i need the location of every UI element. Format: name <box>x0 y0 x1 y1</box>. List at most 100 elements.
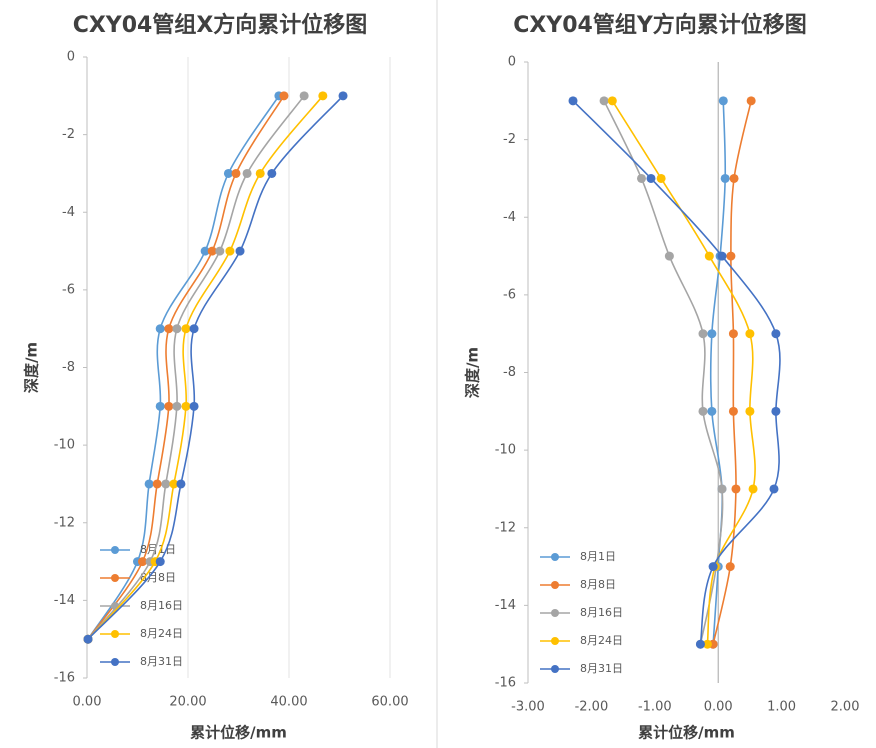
data-point <box>299 91 309 101</box>
x-tick-label: 1.00 <box>767 700 796 715</box>
data-point <box>702 639 712 649</box>
y-tick-label: -6 <box>62 282 75 297</box>
y-tick-label: -16 <box>495 676 516 691</box>
y-tick-label: -10 <box>495 443 516 458</box>
y-axis-label: 深度/m <box>23 342 41 393</box>
y-tick-label: -8 <box>503 365 516 380</box>
y-tick-label: -10 <box>54 438 75 453</box>
data-point <box>169 479 179 489</box>
y-tick-label: -12 <box>495 520 516 535</box>
legend-marker <box>111 546 119 554</box>
data-point <box>152 479 162 489</box>
data-point <box>698 406 708 416</box>
legend-marker <box>551 637 559 645</box>
legend-marker <box>111 574 119 582</box>
x-tick-label: 40.00 <box>270 695 307 710</box>
legend-marker <box>111 658 119 666</box>
data-point <box>181 401 191 411</box>
data-point <box>726 251 736 261</box>
x-axis-label: 累计位移/mm <box>190 724 287 742</box>
data-point <box>771 406 781 416</box>
y-tick-label: -4 <box>503 210 516 225</box>
legend-label: 8月16日 <box>580 606 623 619</box>
data-point <box>338 91 348 101</box>
data-point <box>717 251 727 261</box>
y-tick-label: 0 <box>67 50 75 65</box>
legend-label: 8月31日 <box>140 655 183 668</box>
data-point <box>717 484 727 494</box>
data-point <box>155 557 165 567</box>
data-point <box>172 324 182 334</box>
data-point <box>769 484 779 494</box>
data-point <box>771 329 781 339</box>
legend-marker <box>111 630 119 638</box>
data-point <box>231 168 241 178</box>
data-point <box>646 173 656 183</box>
series-line <box>709 100 727 645</box>
y-tick-label: -4 <box>62 205 75 220</box>
x-tick-label: 0.00 <box>704 700 733 715</box>
data-point <box>225 246 235 256</box>
x-axis-label: 累计位移/mm <box>638 724 735 742</box>
data-point <box>181 324 191 334</box>
y-tick-label: -14 <box>495 598 516 613</box>
data-point <box>748 484 758 494</box>
y-tick-label: -8 <box>62 360 75 375</box>
x-tick-label: 0.00 <box>73 695 102 710</box>
data-point <box>138 557 148 567</box>
data-point <box>599 96 609 106</box>
y-tick-label: -12 <box>54 515 75 530</box>
chart-title: CXY04管组Y方向累计位移图 <box>513 12 807 38</box>
data-point <box>235 246 245 256</box>
data-point <box>664 251 674 261</box>
x-tick-label: 2.00 <box>831 700 860 715</box>
data-point <box>745 329 755 339</box>
data-point <box>318 91 328 101</box>
data-point <box>155 324 165 334</box>
data-point <box>242 168 252 178</box>
legend-label: 8月8日 <box>140 571 176 584</box>
data-point <box>728 329 738 339</box>
data-point <box>725 562 735 572</box>
legend-label: 8月31日 <box>580 662 623 675</box>
series-line <box>712 100 752 645</box>
legend-marker <box>551 609 559 617</box>
data-point <box>728 406 738 416</box>
data-point <box>255 168 265 178</box>
x-tick-label: 20.00 <box>169 695 206 710</box>
data-point <box>155 401 165 411</box>
data-point <box>215 246 225 256</box>
legend-label: 8月24日 <box>580 634 623 647</box>
x-tick-label: -2.00 <box>575 700 609 715</box>
y-tick-label: 0 <box>508 55 516 70</box>
legend-label: 8月8日 <box>580 578 616 591</box>
data-point <box>731 484 741 494</box>
data-point <box>189 324 199 334</box>
data-point <box>708 562 718 572</box>
data-point <box>698 329 708 339</box>
data-point <box>745 406 755 416</box>
data-point <box>707 406 717 416</box>
data-point <box>83 634 93 644</box>
y-tick-label: -14 <box>54 593 75 608</box>
x-tick-label: 60.00 <box>371 695 408 710</box>
data-point <box>656 173 666 183</box>
data-point <box>144 479 154 489</box>
data-point <box>279 91 289 101</box>
y-tick-label: -2 <box>62 127 75 142</box>
legend-marker <box>551 553 559 561</box>
y-axis-label: 深度/m <box>464 347 482 398</box>
data-point <box>720 173 730 183</box>
legend-label: 8月16日 <box>140 599 183 612</box>
data-point <box>164 401 174 411</box>
data-point <box>164 324 174 334</box>
y-tick-label: -2 <box>503 132 516 147</box>
data-point <box>267 168 277 178</box>
y-tick-label: -16 <box>54 671 75 686</box>
data-point <box>176 479 186 489</box>
data-point <box>704 251 714 261</box>
x-tick-label: -1.00 <box>638 700 672 715</box>
data-point <box>207 246 217 256</box>
